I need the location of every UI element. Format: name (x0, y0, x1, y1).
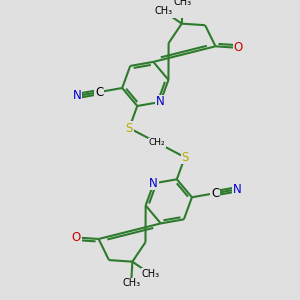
Text: CH₃: CH₃ (155, 6, 173, 16)
Text: O: O (72, 231, 81, 244)
Text: N: N (232, 183, 242, 196)
Text: N: N (149, 177, 158, 190)
Text: CH₂: CH₂ (149, 138, 165, 147)
Text: N: N (73, 89, 81, 103)
Text: C: C (95, 85, 103, 99)
Text: O: O (233, 41, 242, 54)
Text: CH₃: CH₃ (141, 269, 159, 279)
Text: S: S (126, 122, 133, 135)
Text: N: N (156, 95, 165, 108)
Text: S: S (181, 151, 188, 164)
Text: CH₃: CH₃ (174, 0, 192, 7)
Text: C: C (211, 187, 219, 200)
Text: CH₃: CH₃ (122, 278, 140, 288)
